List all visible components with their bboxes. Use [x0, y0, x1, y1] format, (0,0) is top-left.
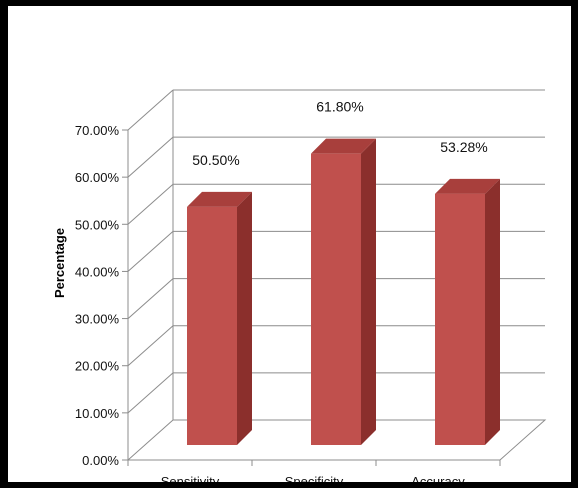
data-labels: 50.50% 61.80% 53.28%: [192, 99, 487, 168]
data-label: 53.28%: [440, 139, 487, 155]
bar-chart: 0.00% 10.00% 20.00% 30.00% 40.00% 50.00% 60.00…: [52, 89, 547, 482]
bar-side: [361, 138, 376, 445]
y-tick-label: 30.00%: [75, 312, 120, 327]
gridline-side: [127, 183, 174, 225]
bar-side: [237, 191, 252, 445]
bar-top: [435, 178, 500, 194]
gridline-side: [127, 325, 174, 367]
x-tick-label: Specificity: [285, 474, 344, 482]
y-tick-label: 0.00%: [82, 453, 119, 468]
bar: [311, 153, 361, 445]
bar-specificity: [311, 138, 376, 445]
y-axis-ticks: 0.00% 10.00% 20.00% 30.00% 40.00% 50.00% 60.00…: [75, 123, 128, 468]
x-tick-label: Sensitivity: [161, 474, 220, 482]
y-tick-label: 20.00%: [75, 359, 120, 374]
gridline-side: [127, 231, 174, 272]
y-tick-label: 10.00%: [75, 406, 120, 421]
bar-accuracy: [435, 178, 500, 445]
gridline-side: [127, 278, 174, 319]
gridline-side: [127, 89, 174, 131]
data-label: 61.80%: [316, 99, 363, 115]
y-tick-label: 60.00%: [75, 170, 120, 185]
bar-sensitivity: [187, 191, 252, 445]
data-label: 50.50%: [192, 152, 239, 168]
gridline-side: [127, 372, 174, 414]
bar-top: [311, 138, 376, 154]
bar-side: [485, 178, 500, 445]
bars: [187, 138, 500, 445]
y-axis-label: Percentage: [52, 228, 67, 298]
bar: [187, 206, 237, 445]
bar: [435, 193, 485, 445]
chart-area: 0.00% 10.00% 20.00% 30.00% 40.00% 50.00% 60.00…: [8, 6, 571, 482]
gridline-side: [127, 136, 174, 178]
y-tick-label: 40.00%: [75, 264, 120, 279]
y-tick-label: 50.00%: [75, 217, 120, 232]
bar-top: [187, 191, 252, 207]
x-axis-ticks: Sensitivity Specificity Accuracy: [127, 460, 501, 482]
y-tick-label: 70.00%: [75, 123, 120, 138]
x-tick-label: Accuracy: [411, 474, 465, 482]
